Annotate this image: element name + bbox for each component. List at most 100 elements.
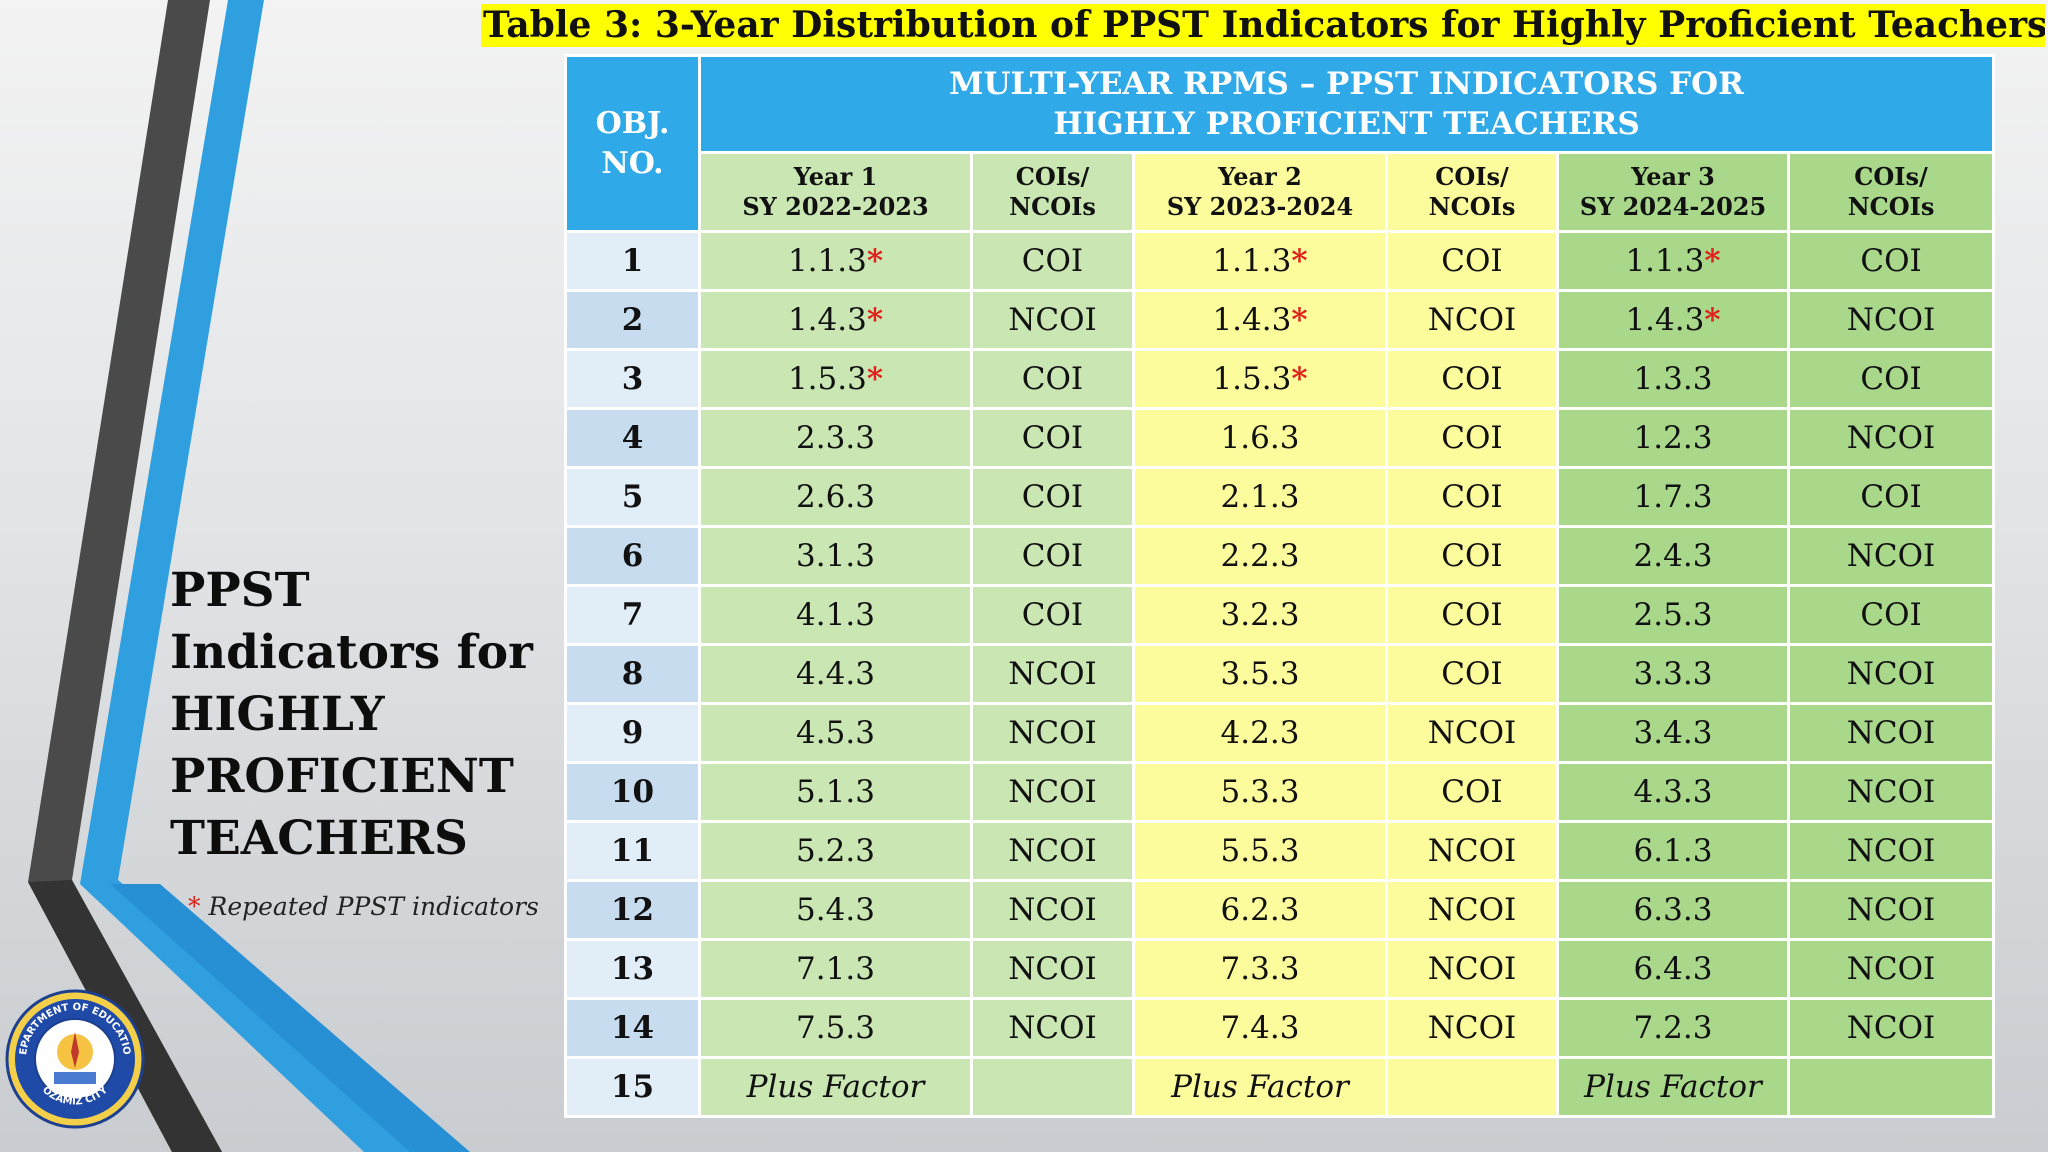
year2-coi-cell: COI bbox=[1385, 348, 1559, 410]
year2-coi-cell: NCOI bbox=[1385, 289, 1559, 351]
year1-coi-cell: NCOI bbox=[970, 643, 1135, 705]
year2-indicator-cell-text: 2.1.3 bbox=[1220, 479, 1300, 515]
year1-indicator-cell: 7.1.3 bbox=[698, 938, 973, 1000]
year1-coi-cell-text: NCOI bbox=[1008, 656, 1097, 692]
year1-indicator-cell: 4.1.3 bbox=[698, 584, 973, 646]
obj-number-cell: 11 bbox=[564, 820, 701, 882]
year3-coi-cell-text: NCOI bbox=[1846, 302, 1936, 338]
year2-indicator-cell-text: Plus Factor bbox=[1171, 1069, 1349, 1105]
repeated-star-icon: * bbox=[866, 302, 884, 338]
year2-coi-cell: COI bbox=[1385, 407, 1559, 469]
obj-number-cell: 3 bbox=[564, 348, 701, 410]
year3-indicator-cell: Plus Factor bbox=[1556, 1056, 1790, 1118]
year2-indicator-cell-text: 7.3.3 bbox=[1220, 951, 1300, 987]
year3-coi-cell: NCOI bbox=[1786, 289, 1996, 351]
year3-coi-cell: NCOI bbox=[1786, 525, 1996, 587]
deped-seal-logo: DEPARTMENT OF EDUCATION OZAMIZ CITY bbox=[4, 988, 145, 1129]
multi-year-header: MULTI-YEAR RPMS – PPST INDICATORS FOR HI… bbox=[697, 54, 1996, 154]
obj-number-cell: 12 bbox=[564, 879, 701, 941]
year3-indicator-cell: 6.4.3 bbox=[1556, 938, 1790, 1000]
year2-indicator-cell: 1.4.3* bbox=[1132, 289, 1388, 351]
obj-number-cell-text: 6 bbox=[621, 538, 644, 574]
year2-coi-cell: NCOI bbox=[1385, 879, 1559, 941]
table-row: 10 5.1.3 NCOI 5.3.3 COI 4.3.3 NCOI bbox=[564, 761, 1996, 823]
year3-header: Year 3 SY 2024-2025 bbox=[1556, 151, 1790, 233]
year2-coi-cell: NCOI bbox=[1385, 702, 1559, 764]
year3-indicator-cell-text: 1.3.3 bbox=[1633, 361, 1713, 397]
year3-coi-cell-text: NCOI bbox=[1846, 951, 1936, 987]
year1-indicator-cell: 5.4.3 bbox=[698, 879, 973, 941]
year1-indicator-cell-text: 5.4.3 bbox=[796, 892, 875, 928]
year3-coi-header: COIs/NCOIs bbox=[1786, 151, 1996, 233]
year2-coi-cell-text: COI bbox=[1441, 479, 1503, 515]
year3-coi-cell: COI bbox=[1786, 466, 1996, 528]
year2-coi-cell bbox=[1385, 1056, 1559, 1118]
year1-indicator-cell: 1.1.3* bbox=[698, 230, 973, 292]
year2-indicator-cell-text: 5.3.3 bbox=[1220, 774, 1300, 810]
side-heading-line: TEACHERS bbox=[170, 811, 468, 866]
year1-indicator-cell: 4.4.3 bbox=[698, 643, 973, 705]
year2-coi-header: COIs/NCOIs bbox=[1385, 151, 1559, 233]
year3-indicator-cell-text: 6.1.3 bbox=[1633, 833, 1713, 869]
year1-coi-cell-text: NCOI bbox=[1008, 833, 1097, 869]
obj-number-cell-text: 14 bbox=[610, 1010, 655, 1046]
year3-coi-cell: NCOI bbox=[1786, 761, 1996, 823]
year3-indicator-cell-text: 4.3.3 bbox=[1633, 774, 1713, 810]
year2-indicator-cell: 7.4.3 bbox=[1132, 997, 1388, 1059]
year1-indicator-cell-text: 4.5.3 bbox=[796, 715, 875, 751]
legend-star: * bbox=[188, 892, 201, 921]
year1-coi-cell: NCOI bbox=[970, 879, 1135, 941]
year3-indicator-cell: 1.2.3 bbox=[1556, 407, 1790, 469]
year3-indicator-cell-text: 3.4.3 bbox=[1633, 715, 1713, 751]
year1-coi-cell-text: NCOI bbox=[1008, 715, 1097, 751]
obj-number-cell-text: 10 bbox=[610, 774, 655, 810]
year3-indicator-cell-text: 2.5.3 bbox=[1633, 597, 1713, 633]
year2-coi-cell-text: NCOI bbox=[1427, 715, 1517, 751]
year3-indicator-cell-text: 7.2.3 bbox=[1633, 1010, 1713, 1046]
table-row: 5 2.6.3 COI 2.1.3 COI 1.7.3 COI bbox=[564, 466, 1996, 528]
year1-coi-cell: NCOI bbox=[970, 820, 1135, 882]
year2-coi-cell: NCOI bbox=[1385, 820, 1559, 882]
year1-indicator-cell-text: 4.4.3 bbox=[796, 656, 875, 692]
year1-indicator-cell-text: 7.1.3 bbox=[796, 951, 875, 987]
year3-coi-cell: COI bbox=[1786, 584, 1996, 646]
year3-indicator-cell-text: 6.3.3 bbox=[1633, 892, 1713, 928]
obj-number-cell-text: 15 bbox=[610, 1069, 655, 1105]
obj-number-cell-text: 8 bbox=[621, 656, 644, 692]
year3-indicator-cell-text: 1.4.3 bbox=[1625, 302, 1705, 338]
year3-coi-cell-text: NCOI bbox=[1846, 715, 1936, 751]
year3-indicator-cell: 1.7.3 bbox=[1556, 466, 1790, 528]
year3-coi-cell: COI bbox=[1786, 230, 1996, 292]
year3-indicator-cell: 6.3.3 bbox=[1556, 879, 1790, 941]
obj-number-cell-text: 1 bbox=[621, 243, 644, 279]
year2-coi-cell-text: NCOI bbox=[1427, 302, 1517, 338]
year2-coi-cell: COI bbox=[1385, 466, 1559, 528]
year2-indicator-cell-text: 5.5.3 bbox=[1220, 833, 1300, 869]
side-heading-line: PROFICIENT bbox=[170, 749, 514, 804]
table-row: 9 4.5.3 NCOI 4.2.3 NCOI 3.4.3 NCOI bbox=[564, 702, 1996, 764]
year1-coi-cell: NCOI bbox=[970, 702, 1135, 764]
year2-indicator-cell-text: 7.4.3 bbox=[1220, 1010, 1300, 1046]
table-row: 15 Plus Factor Plus Factor Plus Factor bbox=[564, 1056, 1996, 1118]
year3-indicator-cell: 4.3.3 bbox=[1556, 761, 1790, 823]
year2-coi-cell-text: NCOI bbox=[1427, 951, 1517, 987]
table-row: 8 4.4.3 NCOI 3.5.3 COI 3.3.3 NCOI bbox=[564, 643, 1996, 705]
year1-indicator-cell-text: 5.2.3 bbox=[796, 833, 875, 869]
obj-number-cell-text: 5 bbox=[621, 479, 644, 515]
year2-indicator-cell: 2.1.3 bbox=[1132, 466, 1388, 528]
year3-coi-cell-text: NCOI bbox=[1846, 1010, 1936, 1046]
year3-indicator-cell-text: 3.3.3 bbox=[1633, 656, 1713, 692]
year2-indicator-cell-text: 3.5.3 bbox=[1220, 656, 1300, 692]
year1-coi-cell: NCOI bbox=[970, 289, 1135, 351]
year1-coi-cell: COI bbox=[970, 348, 1135, 410]
year1-coi-cell: COI bbox=[970, 584, 1135, 646]
ppst-indicator-table: OBJ. NO. MULTI-YEAR RPMS – PPST INDICATO… bbox=[564, 54, 1996, 1118]
obj-number-cell-text: 7 bbox=[621, 597, 644, 633]
obj-number-cell: 2 bbox=[564, 289, 701, 351]
year3-indicator-cell: 3.3.3 bbox=[1556, 643, 1790, 705]
year2-indicator-cell: 5.5.3 bbox=[1132, 820, 1388, 882]
repeated-star-icon: * bbox=[866, 243, 884, 279]
year1-coi-cell-text: COI bbox=[1021, 243, 1084, 279]
year2-indicator-cell-text: 4.2.3 bbox=[1220, 715, 1300, 751]
table-row: 7 4.1.3 COI 3.2.3 COI 2.5.3 COI bbox=[564, 584, 1996, 646]
